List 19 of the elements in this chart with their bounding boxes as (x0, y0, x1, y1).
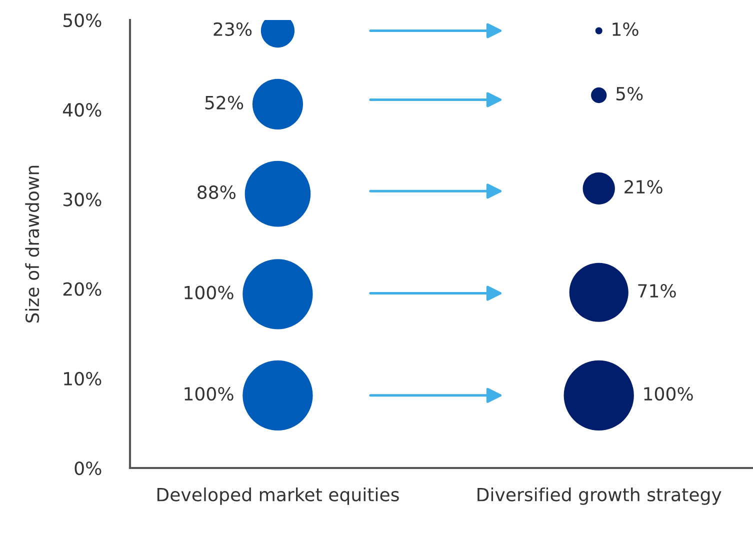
data-label: 52% (205, 96, 244, 110)
data-label: 21% (624, 180, 662, 194)
data-label: 88% (198, 185, 236, 200)
data-label: 100% (644, 387, 693, 401)
y-tick-label: 40% (62, 103, 102, 117)
x-tick-label: Diversified growth strategy (478, 487, 722, 505)
y-tick-label: 20% (63, 282, 102, 296)
y-tick-label: 50% (63, 13, 102, 28)
data-label: 1% (612, 22, 638, 36)
data-label: 100% (184, 387, 234, 401)
data-label: 23% (214, 22, 252, 36)
y-axis-title: Size of drawdown (25, 166, 40, 322)
x-tick-label: Developed market equities (157, 487, 399, 505)
data-label: 5% (616, 86, 643, 101)
y-tick-label: 30% (63, 192, 102, 206)
y-tick-label: 10% (64, 372, 102, 386)
data-label: 71% (638, 284, 676, 298)
data-label: 100% (184, 286, 234, 300)
y-tick-label: 0% (74, 461, 102, 476)
